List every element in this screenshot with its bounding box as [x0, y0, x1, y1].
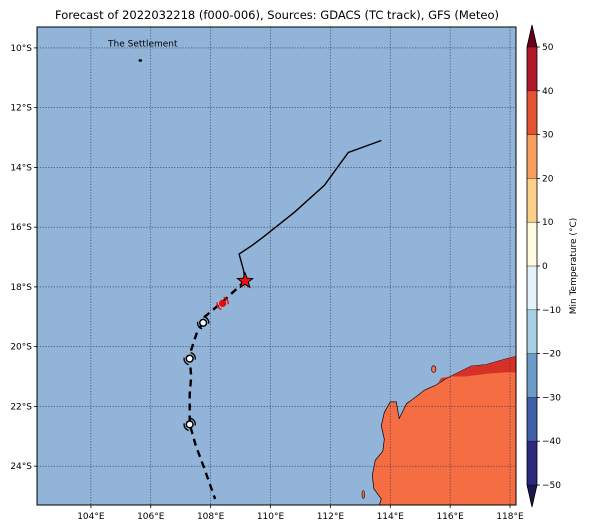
colorbar-tick-label: 20: [542, 174, 554, 184]
lat-tick-label: 14°S: [10, 163, 32, 173]
colorbar-tick-label: −40: [542, 437, 561, 447]
lat-tick-label: 22°S: [10, 402, 32, 412]
lon-tick-label: 108°E: [197, 512, 225, 522]
lat-tick-label: 12°S: [10, 104, 32, 114]
colorbar-tick-label: 0: [542, 262, 548, 272]
lat-tick-label: 24°S: [10, 462, 32, 472]
colorbar-band: [527, 134, 537, 179]
figure-title: Forecast of 2022032218 (f000-006), Sourc…: [55, 8, 499, 22]
barrow-island: [431, 365, 437, 373]
cyclone-symbol: [183, 351, 196, 366]
colorbar-band: [527, 397, 537, 442]
lat-tick-label: 16°S: [10, 223, 32, 233]
colorbar-tick-label: −30: [542, 393, 561, 403]
cyclone-symbol: [196, 316, 210, 330]
lon-tick-label: 110°E: [257, 512, 285, 522]
cyclone-symbol: [216, 296, 229, 310]
colorbar-band: [527, 47, 537, 91]
temperature-colorbar: 50 40 30 20 10 0 −10 −20 −30 −40 −50 Min Temperatur…: [526, 24, 579, 508]
cyclone-arm: [216, 302, 222, 310]
lon-tick-label: 106°E: [137, 512, 165, 522]
colorbar-tick-label: −10: [542, 306, 561, 316]
lat-tick-label: 18°S: [10, 283, 32, 293]
colorbar-band: [527, 309, 537, 354]
cyclone-arm: [190, 351, 196, 360]
colorbar-band: [527, 178, 537, 223]
current-position-star: [236, 271, 255, 289]
cyclone-core: [185, 420, 194, 429]
past-track-line: [238, 139, 382, 281]
colorbar-band: [527, 353, 537, 398]
cyclone-arm: [203, 316, 210, 324]
cyclone-arm: [190, 417, 196, 426]
colorbar-tick-label: −20: [542, 350, 561, 360]
colorbar-extend-low: [527, 485, 537, 507]
lon-tick-label: 116°E: [436, 512, 464, 522]
map-frame: [36, 26, 517, 506]
cyclone-symbol: [183, 417, 196, 431]
map-gridlines: [37, 27, 516, 505]
map-panel[interactable]: The Settlement 104°E 106°E 108°E 110°E 112°E…: [10, 26, 525, 522]
colorbar-tick-label: 30: [542, 131, 554, 141]
longitude-axis: 104°E 106°E 108°E 110°E 112°E 114°E 116°E 118°E: [77, 505, 524, 522]
colorbar-tick-label: 40: [542, 87, 554, 97]
cyclone-core: [199, 318, 208, 327]
colorbar-band: [527, 90, 537, 135]
island-marker: [138, 59, 143, 62]
cyclone-arm: [183, 423, 189, 431]
cyclone-track: [183, 139, 382, 500]
colorbar-extend-high: [527, 25, 537, 47]
place-label: The Settlement: [107, 39, 178, 49]
place-annotation: The Settlement: [107, 39, 178, 62]
colorbar-band: [527, 441, 537, 485]
latitude-axis: 10°S 12°S 14°S 16°S 18°S 20°S 22°S 24°S: [10, 44, 37, 472]
colorbar-tick-label: −50: [542, 481, 561, 491]
cyclone-core: [185, 354, 194, 363]
lon-tick-label: 114°E: [377, 512, 405, 522]
australia-landmass: [361, 355, 516, 505]
lon-tick-label: 112°E: [317, 512, 345, 522]
colorbar-band: [527, 222, 537, 266]
cyclone-core: [219, 299, 227, 307]
cyclone-arm: [223, 296, 229, 305]
lat-tick-label: 10°S: [10, 44, 32, 54]
cyclone-arm: [196, 321, 203, 330]
lon-tick-label: 104°E: [77, 512, 105, 522]
colorbar-tick-label: 50: [542, 43, 554, 53]
colorbar-band: [527, 266, 537, 310]
cyclone-arm: [183, 357, 189, 366]
dirk-hartog-island: [361, 490, 365, 499]
lat-tick-label: 20°S: [10, 343, 32, 353]
colorbar-tick-label: 10: [542, 218, 554, 228]
warm-coastal-band: [438, 356, 516, 383]
lon-tick-label: 118°E: [496, 512, 524, 522]
colorbar-label: Min Temperature (°C): [569, 218, 579, 315]
